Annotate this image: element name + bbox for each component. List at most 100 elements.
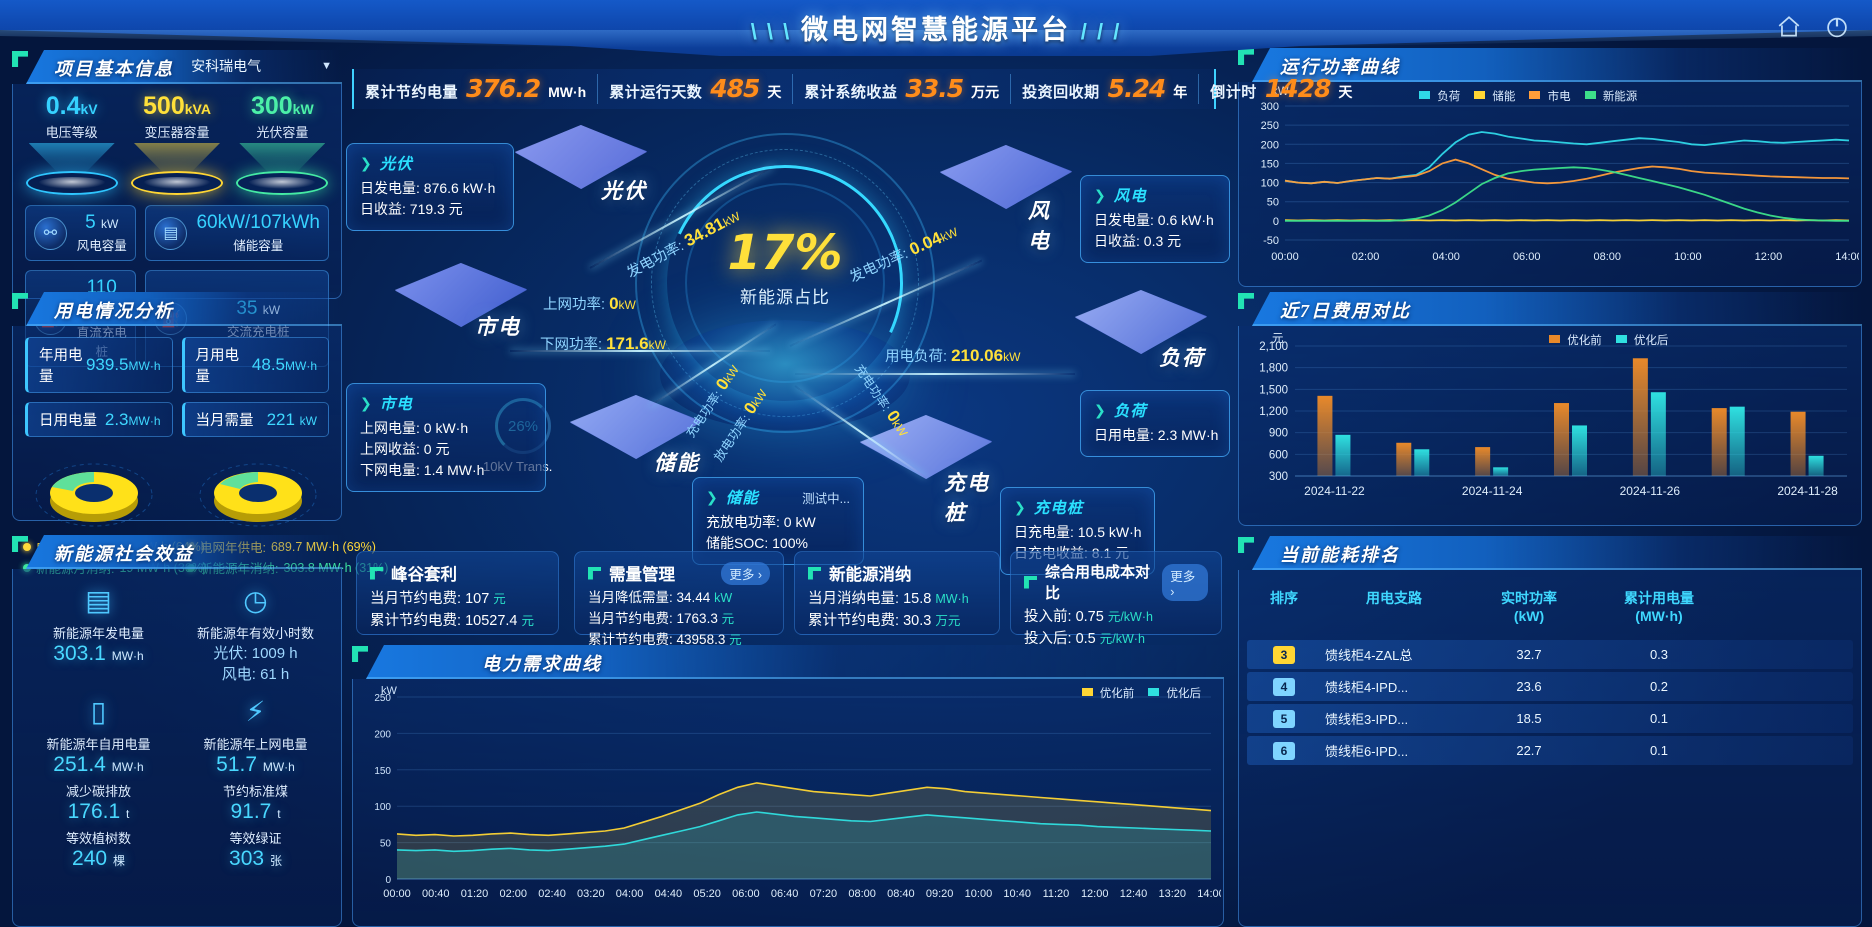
table-row[interactable]: 5 馈线柜3-IPD... 18.5 0.1 (1247, 704, 1853, 733)
usage-unit: kW (299, 413, 317, 428)
node-label: 光伏 (601, 179, 647, 203)
more-button[interactable]: 更多 › (1162, 563, 1208, 601)
card-line-value: 34.44 (676, 590, 711, 605)
card-title: 风电 (1113, 188, 1147, 205)
legend-label: 优化前 (1567, 335, 1602, 347)
donut-year-svg (199, 463, 316, 527)
legend-item-newenergy: 新能源 (1584, 88, 1638, 104)
card-line-label: 投入前: (1024, 609, 1072, 625)
flow-label-text: 上网功率: (543, 297, 606, 313)
arrow-icon: ❯ (1014, 498, 1026, 515)
card-line: 日充电量: 10.5 kW·h (1014, 524, 1142, 540)
card-title: 需量管理 (609, 566, 675, 584)
more-button[interactable]: 更多 › (721, 561, 770, 585)
beam-decoration (239, 143, 326, 171)
legend-label: 储能 (1492, 91, 1516, 103)
legend-swatch (1419, 91, 1430, 99)
svg-text:02:40: 02:40 (538, 888, 566, 900)
usage-cell: 日用电量 2.3MW·h (25, 402, 173, 437)
card-title: 综合用电成本对比 (1045, 564, 1151, 602)
metric-label: 累计运行天数 (609, 84, 703, 101)
svg-text:1,200: 1,200 (1259, 406, 1288, 418)
card-line-label: 当月消纳电量: (808, 591, 900, 607)
mini-value: 60kW/107kWh (196, 212, 320, 233)
metric-label: 倒计时 (1210, 84, 1257, 101)
svg-text:14:00: 14:00 (1197, 888, 1221, 900)
card-line-value: 0.5 (1075, 631, 1096, 648)
node-wind: 风电 (940, 145, 1072, 253)
svg-text:11:20: 11:20 (1043, 888, 1070, 900)
panel-social-benefit: 新能源社会效益 ▤ 新能源年发电量 303.1 MW·h ◷ 新能源年有效小时数… (12, 535, 342, 927)
panel-header: 运行功率曲线 (1238, 48, 1862, 82)
panel-header: 近7日费用对比 (1238, 292, 1862, 326)
home-icon[interactable] (1776, 14, 1802, 40)
panel-title: 用电情况分析 (54, 301, 174, 321)
svg-text:00:40: 00:40 (422, 888, 450, 900)
capacity-row: 0.4kV 电压等级 500kVA 变压器容量 300kW 光伏容量 (13, 84, 341, 195)
flow-unit: kW (1003, 350, 1021, 364)
card-pv: ❯ 光伏 日发电量: 876.6 kW·h 日收益: 719.3 元 (346, 143, 514, 231)
card-line-unit: 元/kW·h (1107, 610, 1153, 624)
table-row[interactable]: 4 馈线柜4-IPD... 23.6 0.2 (1247, 672, 1853, 701)
legend-item-grid: 市电 (1529, 88, 1571, 104)
node-label: 负荷 (1159, 346, 1205, 370)
social-value: 51.7 (216, 753, 258, 776)
rank-badge: 3 (1273, 645, 1295, 664)
card-title: 充电桩 (1033, 500, 1084, 517)
svg-text:50: 50 (380, 839, 392, 850)
card-line-value: 10527.4 (465, 613, 518, 630)
battery-icon: ▯ (90, 695, 107, 727)
svg-text:2024-11-26: 2024-11-26 (1620, 484, 1681, 498)
legend-swatch (1474, 91, 1486, 99)
svg-text:00:00: 00:00 (1271, 251, 1299, 263)
legend-item-after: 优化后 (1615, 332, 1668, 348)
svg-text:1,800: 1,800 (1259, 363, 1288, 375)
cost-compare-chart: 2,100 1,800 1,500 1,200 900 600 300 2024-11-22 2… (1259, 341, 1847, 498)
usage-label: 当月需量 (195, 413, 254, 429)
card-line-label: 累计节约电费: (808, 613, 900, 630)
project-selector[interactable]: 安科瑞电气 ▼ (191, 56, 332, 76)
panel-body: 排序 用电支路 实时功率 (kW) 累计用电量 (MW·h) 3 馈线柜4-ZA… (1238, 570, 1862, 927)
legend-label: 新能源 (1602, 91, 1638, 103)
title-slash-right: / / / (1080, 19, 1122, 44)
metric-value: 5.24 (1107, 74, 1167, 103)
social-label: 新能源年发电量 (52, 626, 144, 641)
legend-dot (23, 542, 31, 551)
svg-text:250: 250 (374, 693, 391, 704)
card-line-value: 15.8 (903, 591, 932, 607)
capacity-value: 0.4 (45, 92, 81, 120)
svg-text:08:00: 08:00 (1594, 251, 1622, 263)
card-wind: ❯ 风电 日发电量: 0.6 kW·h 日收益: 0.3 元 (1080, 175, 1230, 263)
column-header-power: 实时功率 (kW) (1501, 590, 1557, 624)
metric-item: 倒计时 1428 天 (1199, 74, 1363, 104)
social-item-pv-gen: ▤ 新能源年发电量 303.1 MW·h (23, 577, 174, 684)
header-bar (366, 645, 1224, 679)
metric-item: 累计节约电量 376.2 MW·h (354, 74, 599, 104)
panel-usage-analysis: 用电情况分析 年用电量 939.5MW·h 月用电量 48.5MW·h 日用电量… (12, 292, 388, 576)
card-line-unit: MW·h (935, 592, 969, 606)
capacity-label: 光伏容量 (256, 125, 309, 140)
panel-header: 电力需求曲线 (352, 645, 1224, 679)
usage-value: 939.5 (85, 355, 129, 374)
panel-body: 元 优化前 优化后 2,100 1,800 1,500 1,200 900 600 300 2… (1238, 326, 1862, 526)
panel-body: 年用电量 939.5MW·h 月用电量 48.5MW·h 日用电量 2.3MW·… (12, 326, 388, 576)
legend-item-before: 优化前 (1081, 685, 1134, 701)
mini-label: 储能容量 (233, 239, 284, 253)
card-line: 下网电量: 1.4 MW·h (360, 462, 485, 478)
card-line-value: 1763.3 (676, 610, 718, 626)
panel-title: 当前能耗排名 (1280, 545, 1400, 565)
metric-unit: 天 (767, 84, 782, 100)
card-line-label: 投入后: (1024, 631, 1072, 648)
svg-text:07:20: 07:20 (810, 888, 838, 900)
solar-panel-icon: ▤ (85, 584, 112, 616)
power-legend: 负荷 储能 市电 新能源 (1419, 88, 1637, 104)
mini-storage-capacity: ▤ 60kW/107kWh 储能容量 (145, 205, 329, 261)
social-label: 新能源年有效小时数 (196, 626, 314, 641)
table-row[interactable]: 3 馈线柜4-ZAL总 32.7 0.3 (1247, 640, 1853, 669)
power-icon[interactable] (1824, 14, 1850, 40)
column-header-energy: 累计用电量 (MW·h) (1624, 590, 1694, 624)
row-power: 22.7 (1516, 743, 1542, 758)
capacity-value: 500 (143, 92, 185, 120)
beam-decoration (133, 143, 220, 171)
table-row[interactable]: 6 馈线柜6-IPD... 22.7 0.1 (1247, 736, 1853, 765)
